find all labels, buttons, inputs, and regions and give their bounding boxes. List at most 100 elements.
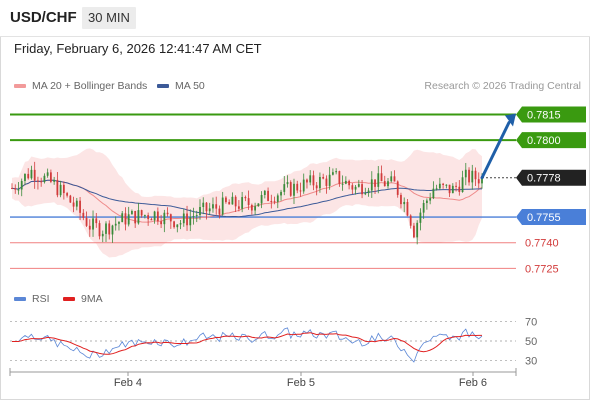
candle-body xyxy=(62,184,65,194)
chart-datetime: Friday, February 6, 2026 12:41:47 AM CET xyxy=(14,41,262,56)
level-tag-0.7800 xyxy=(516,132,586,149)
candle-body xyxy=(293,183,295,196)
legend-rsi-ma: 9MA xyxy=(63,293,103,305)
candle-body xyxy=(143,215,146,217)
candle-body xyxy=(202,202,205,208)
candle-body xyxy=(231,196,234,205)
candle-body xyxy=(344,180,347,184)
candle-body xyxy=(14,188,17,190)
candle-body xyxy=(69,195,72,203)
candle-body xyxy=(199,207,201,216)
candle-body xyxy=(471,170,474,183)
candle-body xyxy=(289,182,292,196)
candle-body xyxy=(189,217,192,226)
rsi-ma-swatch-icon xyxy=(63,297,75,302)
candle-body xyxy=(192,216,195,218)
candle-body xyxy=(241,197,244,209)
candle-body xyxy=(30,169,33,179)
candle-body xyxy=(406,201,409,216)
candle-body xyxy=(208,208,211,212)
candle-body xyxy=(173,221,175,228)
candle-body xyxy=(328,174,331,186)
candle-body xyxy=(150,219,153,221)
x-tick-label: Feb 6 xyxy=(459,377,487,389)
candle-body xyxy=(195,215,198,217)
x-tick-label: Feb 4 xyxy=(114,377,142,389)
candle-body xyxy=(409,215,412,226)
legend-ma50: MA 50 xyxy=(157,80,205,92)
candle-body xyxy=(442,183,445,185)
candle-body xyxy=(66,193,69,196)
rsi-line xyxy=(12,327,483,363)
candle-body xyxy=(299,190,302,192)
candle-body xyxy=(186,213,188,226)
candle-body xyxy=(11,188,13,189)
candle-body xyxy=(474,170,477,180)
candle-body xyxy=(461,177,464,192)
candle-body xyxy=(338,171,341,184)
candle-body xyxy=(413,225,415,238)
level-label-0.7755: 0.7755 xyxy=(527,212,561,224)
candle-body xyxy=(182,213,185,224)
last-price-tag xyxy=(516,169,586,186)
candle-body xyxy=(390,176,393,182)
candle-body xyxy=(40,181,43,183)
candle-body xyxy=(124,213,127,225)
candle-body xyxy=(435,188,438,190)
candle-body xyxy=(43,175,46,183)
candle-body xyxy=(464,169,467,178)
candle-body xyxy=(306,179,308,183)
candle-body xyxy=(118,222,120,224)
candle-body xyxy=(335,171,338,173)
candle-body xyxy=(380,173,383,182)
candle-body xyxy=(315,185,318,189)
candle-body xyxy=(111,225,114,235)
candle-body xyxy=(228,202,231,205)
candle-body xyxy=(218,208,221,215)
level-tag-0.7815 xyxy=(516,106,586,123)
candle-body xyxy=(429,198,432,201)
candle-body xyxy=(309,175,312,183)
rsi-tick-70: 70 xyxy=(525,317,537,329)
candle-body xyxy=(296,183,299,191)
candle-body xyxy=(98,223,101,237)
candle-body xyxy=(273,201,276,203)
candle-body xyxy=(140,210,143,216)
candle-body xyxy=(59,184,62,196)
projection-arrow-line xyxy=(480,121,511,180)
symbol-title: USD/CHF xyxy=(10,9,77,26)
provider-credit: Research © 2026 Trading Central xyxy=(424,80,581,92)
legend-ma20-label: MA 20 + Bollinger Bands xyxy=(32,80,148,92)
candle-body xyxy=(153,211,156,221)
candle-body xyxy=(56,179,59,196)
timeframe-badge[interactable]: 30 MIN xyxy=(82,7,136,29)
rsi-swatch-icon xyxy=(14,297,26,302)
candle-body xyxy=(114,223,117,226)
candle-body xyxy=(160,221,163,225)
candle-body xyxy=(20,180,23,190)
candle-body xyxy=(134,210,137,224)
candle-body xyxy=(481,177,483,184)
candle-body xyxy=(105,223,107,234)
candle-body xyxy=(95,218,98,224)
candle-body xyxy=(377,173,380,187)
chart-header: USD/CHF 30 MIN xyxy=(0,0,590,37)
candle-body xyxy=(302,179,305,192)
candle-body xyxy=(468,169,470,183)
candle-body xyxy=(400,194,402,205)
candle-body xyxy=(72,202,75,207)
candle-body xyxy=(280,191,282,196)
candle-body xyxy=(92,218,94,230)
rsi-tick-50: 50 xyxy=(525,336,537,348)
ma50-swatch-icon xyxy=(157,84,169,89)
candle-body xyxy=(212,204,214,209)
candle-body xyxy=(166,212,169,215)
rsi-ma-line xyxy=(12,332,482,355)
candle-body xyxy=(82,212,85,218)
ma20-line xyxy=(11,179,483,223)
candle-body xyxy=(250,205,253,211)
candle-body xyxy=(367,190,370,194)
candle-body xyxy=(24,173,26,181)
level-label-0.7725: 0.7725 xyxy=(525,263,559,275)
